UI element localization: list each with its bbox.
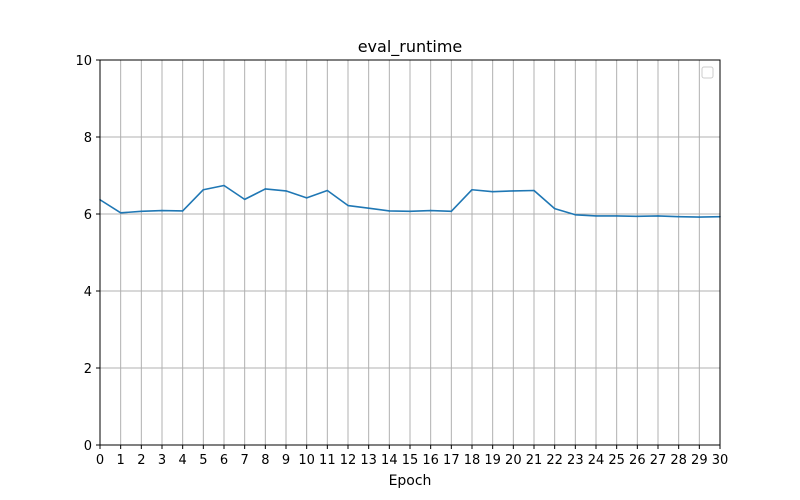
data-point [409, 210, 411, 213]
x-tick-label: 23 [567, 453, 584, 468]
x-axis-label: Epoch [389, 473, 432, 489]
data-point [595, 215, 597, 217]
data-point [615, 215, 618, 217]
data-point [636, 215, 639, 218]
axis-ticks: 0 1 2 3 4 5 6 7 8 9 10 11 12 13 14 15 16 17 18 19 20 21 22 23 24… [75, 54, 728, 468]
x-tick-label: 4 [179, 453, 187, 468]
data-point [533, 189, 535, 192]
data-point [140, 210, 143, 213]
y-tick-label: 8 [84, 131, 92, 146]
data-point [553, 207, 556, 210]
x-tick-label: 5 [199, 453, 207, 468]
x-tick-label: 24 [588, 453, 605, 468]
y-tick-label: 0 [84, 439, 92, 454]
data-point [512, 190, 515, 192]
x-tick-label: 2 [137, 453, 145, 468]
x-tick-label: 10 [298, 453, 315, 468]
data-point [677, 215, 680, 218]
data-point [347, 204, 349, 207]
x-tick-label: 7 [241, 453, 249, 468]
data-point [388, 210, 391, 212]
data-point [264, 188, 267, 190]
x-tick-label: 6 [220, 453, 228, 468]
data-point [574, 213, 577, 216]
grid [99, 59, 721, 446]
chart-title: eval_runtime [358, 37, 463, 57]
x-tick-label: 15 [402, 453, 419, 468]
x-tick-label: 3 [158, 453, 166, 468]
x-tick-label: 28 [670, 453, 687, 468]
x-tick-label: 1 [117, 453, 125, 468]
x-tick-label: 16 [422, 453, 439, 468]
data-point [698, 216, 701, 218]
x-tick-label: 11 [319, 453, 336, 468]
data-point [243, 198, 246, 201]
data-point [429, 209, 432, 212]
data-point [491, 190, 494, 193]
x-tick-label: 0 [96, 453, 104, 468]
data-point [450, 210, 453, 213]
x-tick-label: 14 [381, 453, 398, 468]
data-point [657, 215, 659, 217]
x-tick-label: 12 [340, 453, 357, 468]
x-tick-label: 21 [526, 453, 543, 468]
x-tick-label: 19 [484, 453, 501, 468]
data-point [181, 210, 184, 212]
data-point [202, 188, 205, 191]
x-tick-label: 9 [282, 453, 290, 468]
y-tick-label: 6 [84, 208, 92, 223]
y-tick-label: 2 [84, 362, 92, 377]
x-tick-label: 22 [546, 453, 563, 468]
x-tick-label: 20 [505, 453, 522, 468]
x-tick-label: 29 [691, 453, 708, 468]
y-tick-label: 10 [75, 54, 92, 69]
x-tick-label: 26 [629, 453, 646, 468]
data-point [119, 212, 122, 214]
data-point [305, 197, 308, 199]
x-tick-label: 17 [443, 453, 460, 468]
data-point [367, 207, 370, 210]
x-tick-label: 13 [360, 453, 377, 468]
data-point [223, 184, 225, 187]
x-tick-label: 8 [261, 453, 269, 468]
x-tick-label: 30 [712, 453, 729, 468]
y-tick-label: 4 [84, 285, 92, 300]
x-tick-label: 27 [650, 453, 667, 468]
data-point [326, 189, 329, 192]
data-point [471, 188, 473, 191]
legend-box [701, 66, 714, 79]
data-point [161, 209, 163, 212]
data-point [285, 190, 287, 192]
x-tick-label: 18 [464, 453, 481, 468]
x-tick-label: 25 [608, 453, 625, 468]
